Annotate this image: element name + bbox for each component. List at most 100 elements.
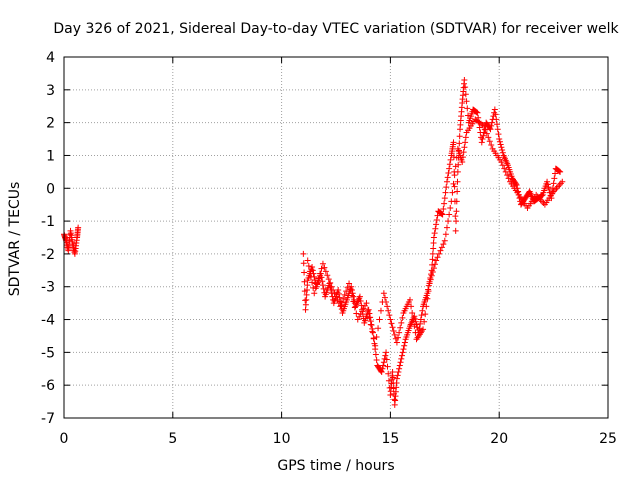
data-point: [472, 108, 479, 115]
data-point: [488, 122, 495, 129]
data-point: [493, 116, 500, 123]
data-point: [495, 131, 502, 138]
data-point: [454, 168, 461, 175]
data-point: [453, 208, 460, 215]
data-point: [300, 260, 307, 267]
data-point: [385, 370, 392, 377]
x-tick-label: 15: [381, 431, 399, 447]
data-point: [335, 300, 342, 307]
data-point: [318, 274, 325, 281]
data-point: [559, 178, 566, 185]
y-tick-label: -6: [41, 378, 55, 394]
data-point: [433, 257, 440, 264]
x-tick-label: 25: [599, 431, 617, 447]
data-point: [368, 322, 375, 329]
data-point: [348, 292, 355, 299]
data-point: [494, 121, 501, 128]
data-point: [309, 264, 316, 271]
data-point: [311, 290, 318, 297]
data-point: [372, 351, 379, 358]
data-point: [388, 320, 395, 327]
data-point: [557, 168, 564, 175]
data-point: [390, 385, 397, 392]
data-point: [385, 307, 392, 314]
data-point: [396, 329, 403, 336]
data-point: [394, 372, 401, 379]
data-point: [483, 130, 490, 137]
data-point: [389, 324, 396, 331]
data-point: [386, 384, 393, 391]
data-point: [462, 139, 469, 146]
data-point: [430, 239, 437, 246]
data-point: [429, 268, 436, 275]
data-point: [428, 272, 435, 279]
plot-border: [63, 56, 609, 419]
data-point: [378, 369, 385, 376]
data-point: [454, 188, 461, 195]
data-point: [550, 180, 557, 187]
y-tick-label: -1: [41, 214, 55, 230]
data-point: [309, 267, 316, 274]
data-point: [359, 308, 366, 315]
data-point: [429, 250, 436, 257]
data-point: [438, 210, 445, 217]
data-point: [445, 169, 452, 176]
data-point: [462, 84, 469, 91]
data-point: [309, 279, 316, 286]
data-point: [348, 283, 355, 290]
data-point: [393, 375, 400, 382]
data-point: [365, 306, 372, 313]
data-point: [406, 296, 413, 303]
data-point: [390, 328, 397, 335]
data-point: [437, 247, 444, 254]
data-point: [399, 352, 406, 359]
data-point: [408, 303, 415, 310]
data-point: [429, 256, 436, 263]
y-axis-label: SDTVAR / TECUs: [7, 182, 23, 297]
chart-title: Day 326 of 2021, Sidereal Day-to-day VTE…: [53, 21, 619, 37]
data-point: [358, 302, 365, 309]
data-point: [459, 154, 466, 161]
data-point: [433, 221, 440, 228]
data-point: [395, 369, 402, 376]
data-point: [383, 299, 390, 306]
data-point: [422, 311, 429, 318]
data-point: [319, 282, 326, 289]
data-point: [441, 237, 448, 244]
data-point: [301, 269, 308, 276]
data-point: [441, 200, 448, 207]
data-point: [373, 334, 380, 341]
data-point: [351, 304, 358, 311]
data-point: [453, 218, 460, 225]
data-point: [440, 241, 447, 248]
data-point: [492, 111, 499, 118]
data-point: [442, 231, 449, 238]
data-point: [350, 298, 357, 305]
data-point: [75, 224, 82, 231]
x-axis-label: GPS time / hours: [277, 458, 394, 474]
data-point: [445, 218, 452, 225]
data-point: [410, 316, 417, 323]
data-point: [450, 139, 457, 146]
data-point: [399, 314, 406, 321]
data-point: [314, 280, 321, 287]
data-point: [322, 268, 329, 275]
data-point: [485, 134, 492, 141]
data-point: [423, 303, 430, 310]
data-point: [383, 349, 390, 356]
data-point: [429, 261, 436, 268]
data-point: [318, 265, 325, 272]
data-point: [310, 270, 317, 277]
data-point: [385, 377, 392, 384]
y-tick-label: -7: [41, 411, 55, 427]
y-tick-label: 3: [46, 83, 55, 99]
data-point: [480, 129, 487, 136]
data-point: [387, 316, 394, 323]
data-point: [326, 280, 333, 287]
data-point: [421, 318, 428, 325]
data-point: [335, 287, 342, 294]
data-point: [505, 175, 512, 182]
data-point: [446, 161, 453, 168]
x-tick-label: 20: [490, 431, 508, 447]
data-point: [301, 278, 308, 285]
